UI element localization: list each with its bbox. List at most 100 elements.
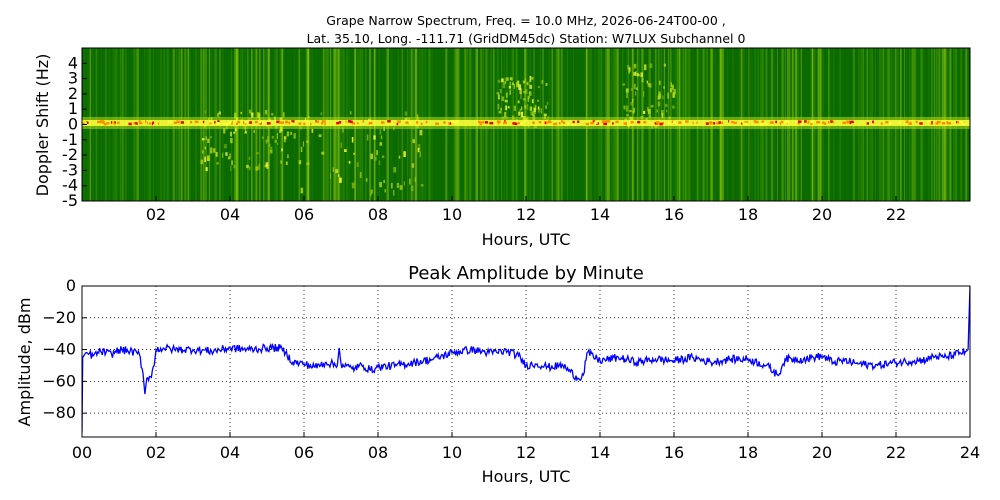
carrier-core-segment bbox=[336, 121, 340, 125]
carrier-core-segment bbox=[349, 120, 353, 124]
spectrogram-feature-speck bbox=[661, 112, 664, 116]
spectrogram-feature-speck bbox=[349, 111, 352, 115]
spectrogram-feature-speck bbox=[665, 103, 668, 108]
spectrogram-feature-speck bbox=[298, 160, 302, 165]
spectrogram-feature-speck bbox=[379, 142, 383, 146]
spectrogram-feature-speck bbox=[306, 140, 309, 143]
spectrogram-feature-speck bbox=[417, 148, 420, 153]
spectrogram-feature-speck bbox=[672, 92, 675, 98]
amplitude-x-tick-label: 22 bbox=[886, 443, 906, 462]
carrier-core-segment bbox=[176, 120, 180, 124]
spectrogram-feature-speck bbox=[545, 105, 547, 109]
carrier-core-segment bbox=[810, 122, 813, 126]
spectrogram-feature-speck bbox=[256, 152, 260, 155]
carrier-core-segment bbox=[86, 121, 89, 124]
carrier-core-segment bbox=[797, 121, 800, 125]
amplitude-x-tick-label: 18 bbox=[738, 443, 758, 462]
carrier-core-segment bbox=[298, 122, 302, 125]
spectrogram-y-tick-label: -3 bbox=[62, 160, 78, 179]
spectrogram-feature-speck bbox=[632, 98, 634, 103]
spectrogram-plot-area bbox=[82, 48, 970, 201]
carrier-core-segment bbox=[785, 120, 790, 123]
carrier-core-segment bbox=[615, 120, 619, 124]
spectrogram-feature-speck bbox=[230, 131, 232, 137]
carrier-core-segment bbox=[405, 121, 408, 124]
spectrogram-feature-speck bbox=[633, 107, 635, 113]
carrier-core-segment bbox=[503, 121, 507, 125]
spectrogram-feature-speck bbox=[663, 63, 666, 67]
spectrogram-y-tick-label: 3 bbox=[68, 69, 78, 88]
carrier-core-segment bbox=[745, 122, 748, 126]
spectrogram-feature-speck bbox=[541, 79, 544, 84]
carrier-core-segment bbox=[100, 120, 103, 123]
amplitude-x-tick-label: 14 bbox=[590, 443, 610, 462]
carrier-core-segment bbox=[152, 121, 155, 124]
carrier-core-segment bbox=[866, 122, 869, 125]
carrier-core-segment bbox=[138, 120, 141, 123]
carrier-core-segment bbox=[368, 122, 370, 125]
carrier-core-segment bbox=[407, 121, 409, 125]
spectrogram-feature-speck bbox=[520, 111, 524, 118]
spectrogram-feature-speck bbox=[277, 142, 279, 145]
spectrogram-feature-speck bbox=[524, 105, 527, 109]
amplitude-x-tick-label: 12 bbox=[516, 443, 536, 462]
spectrogram-feature-speck bbox=[255, 166, 259, 171]
spectrogram-feature-speck bbox=[393, 167, 397, 173]
spectrogram-feature-speck bbox=[502, 82, 506, 89]
carrier-core-segment bbox=[291, 121, 293, 125]
amplitude-x-tick-label: 02 bbox=[146, 443, 166, 462]
carrier-core-segment bbox=[637, 120, 641, 124]
spectrogram-feature-speck bbox=[223, 128, 226, 134]
spectrogram-feature-speck bbox=[534, 104, 537, 110]
carrier-core-segment bbox=[194, 120, 199, 124]
carrier-core-segment bbox=[226, 122, 229, 126]
carrier-core-segment bbox=[128, 122, 132, 126]
spectrogram-feature-speck bbox=[215, 152, 218, 157]
carrier-core-segment bbox=[733, 121, 737, 125]
carrier-core-segment bbox=[889, 121, 892, 125]
carrier-core-segment bbox=[145, 120, 147, 123]
carrier-core-segment bbox=[811, 120, 814, 124]
carrier-core-segment bbox=[342, 122, 347, 126]
carrier-core-segment bbox=[136, 122, 138, 125]
spectrogram-feature-speck bbox=[497, 103, 500, 110]
spectrogram-feature-speck bbox=[500, 107, 502, 111]
carrier-core-segment bbox=[285, 120, 289, 124]
spectrogram-x-axis-label: Hours, UTC bbox=[482, 230, 571, 249]
spectrogram-x-tick-label: 22 bbox=[886, 205, 906, 224]
spectrogram-feature-speck bbox=[370, 189, 373, 194]
spectrogram-feature-speck bbox=[205, 167, 208, 172]
spectrogram-feature-speck bbox=[381, 155, 385, 158]
spectrogram-feature-speck bbox=[525, 89, 528, 94]
carrier-core-segment bbox=[842, 121, 847, 125]
carrier-core-segment bbox=[830, 120, 833, 123]
spectrogram-feature-speck bbox=[656, 109, 659, 113]
spectrogram-feature-speck bbox=[508, 86, 511, 89]
carrier-core-segment bbox=[387, 120, 391, 123]
carrier-core-segment bbox=[345, 120, 347, 124]
spectrogram-feature-speck bbox=[290, 131, 292, 135]
carrier-core-segment bbox=[173, 121, 177, 124]
spectrogram-feature-speck bbox=[351, 182, 355, 189]
spectrogram-feature-speck bbox=[329, 173, 331, 179]
spectrogram-feature-speck bbox=[522, 98, 526, 101]
spectrogram-feature-speck bbox=[649, 83, 652, 88]
carrier-core-segment bbox=[235, 122, 238, 126]
carrier-core-segment bbox=[454, 122, 457, 125]
spectrogram-feature-speck bbox=[511, 78, 513, 81]
carrier-core-segment bbox=[244, 121, 248, 124]
carrier-core-segment bbox=[961, 122, 965, 125]
spectrogram-feature-speck bbox=[248, 156, 251, 160]
carrier-core-segment bbox=[740, 120, 744, 124]
spectrogram-feature-speck bbox=[635, 87, 638, 90]
spectrogram-feature-speck bbox=[663, 86, 665, 89]
carrier-core-segment bbox=[577, 120, 580, 123]
spectrogram-feature-speck bbox=[498, 94, 500, 100]
spectrogram-feature-speck bbox=[223, 144, 227, 149]
amplitude-x-tick-label: 00 bbox=[72, 443, 92, 462]
spectrogram-feature-speck bbox=[628, 66, 631, 71]
carrier-core-segment bbox=[316, 120, 320, 123]
carrier-core-segment bbox=[808, 120, 810, 123]
spectrogram-feature-speck bbox=[509, 89, 511, 95]
spectrogram-carrier bbox=[82, 117, 970, 129]
